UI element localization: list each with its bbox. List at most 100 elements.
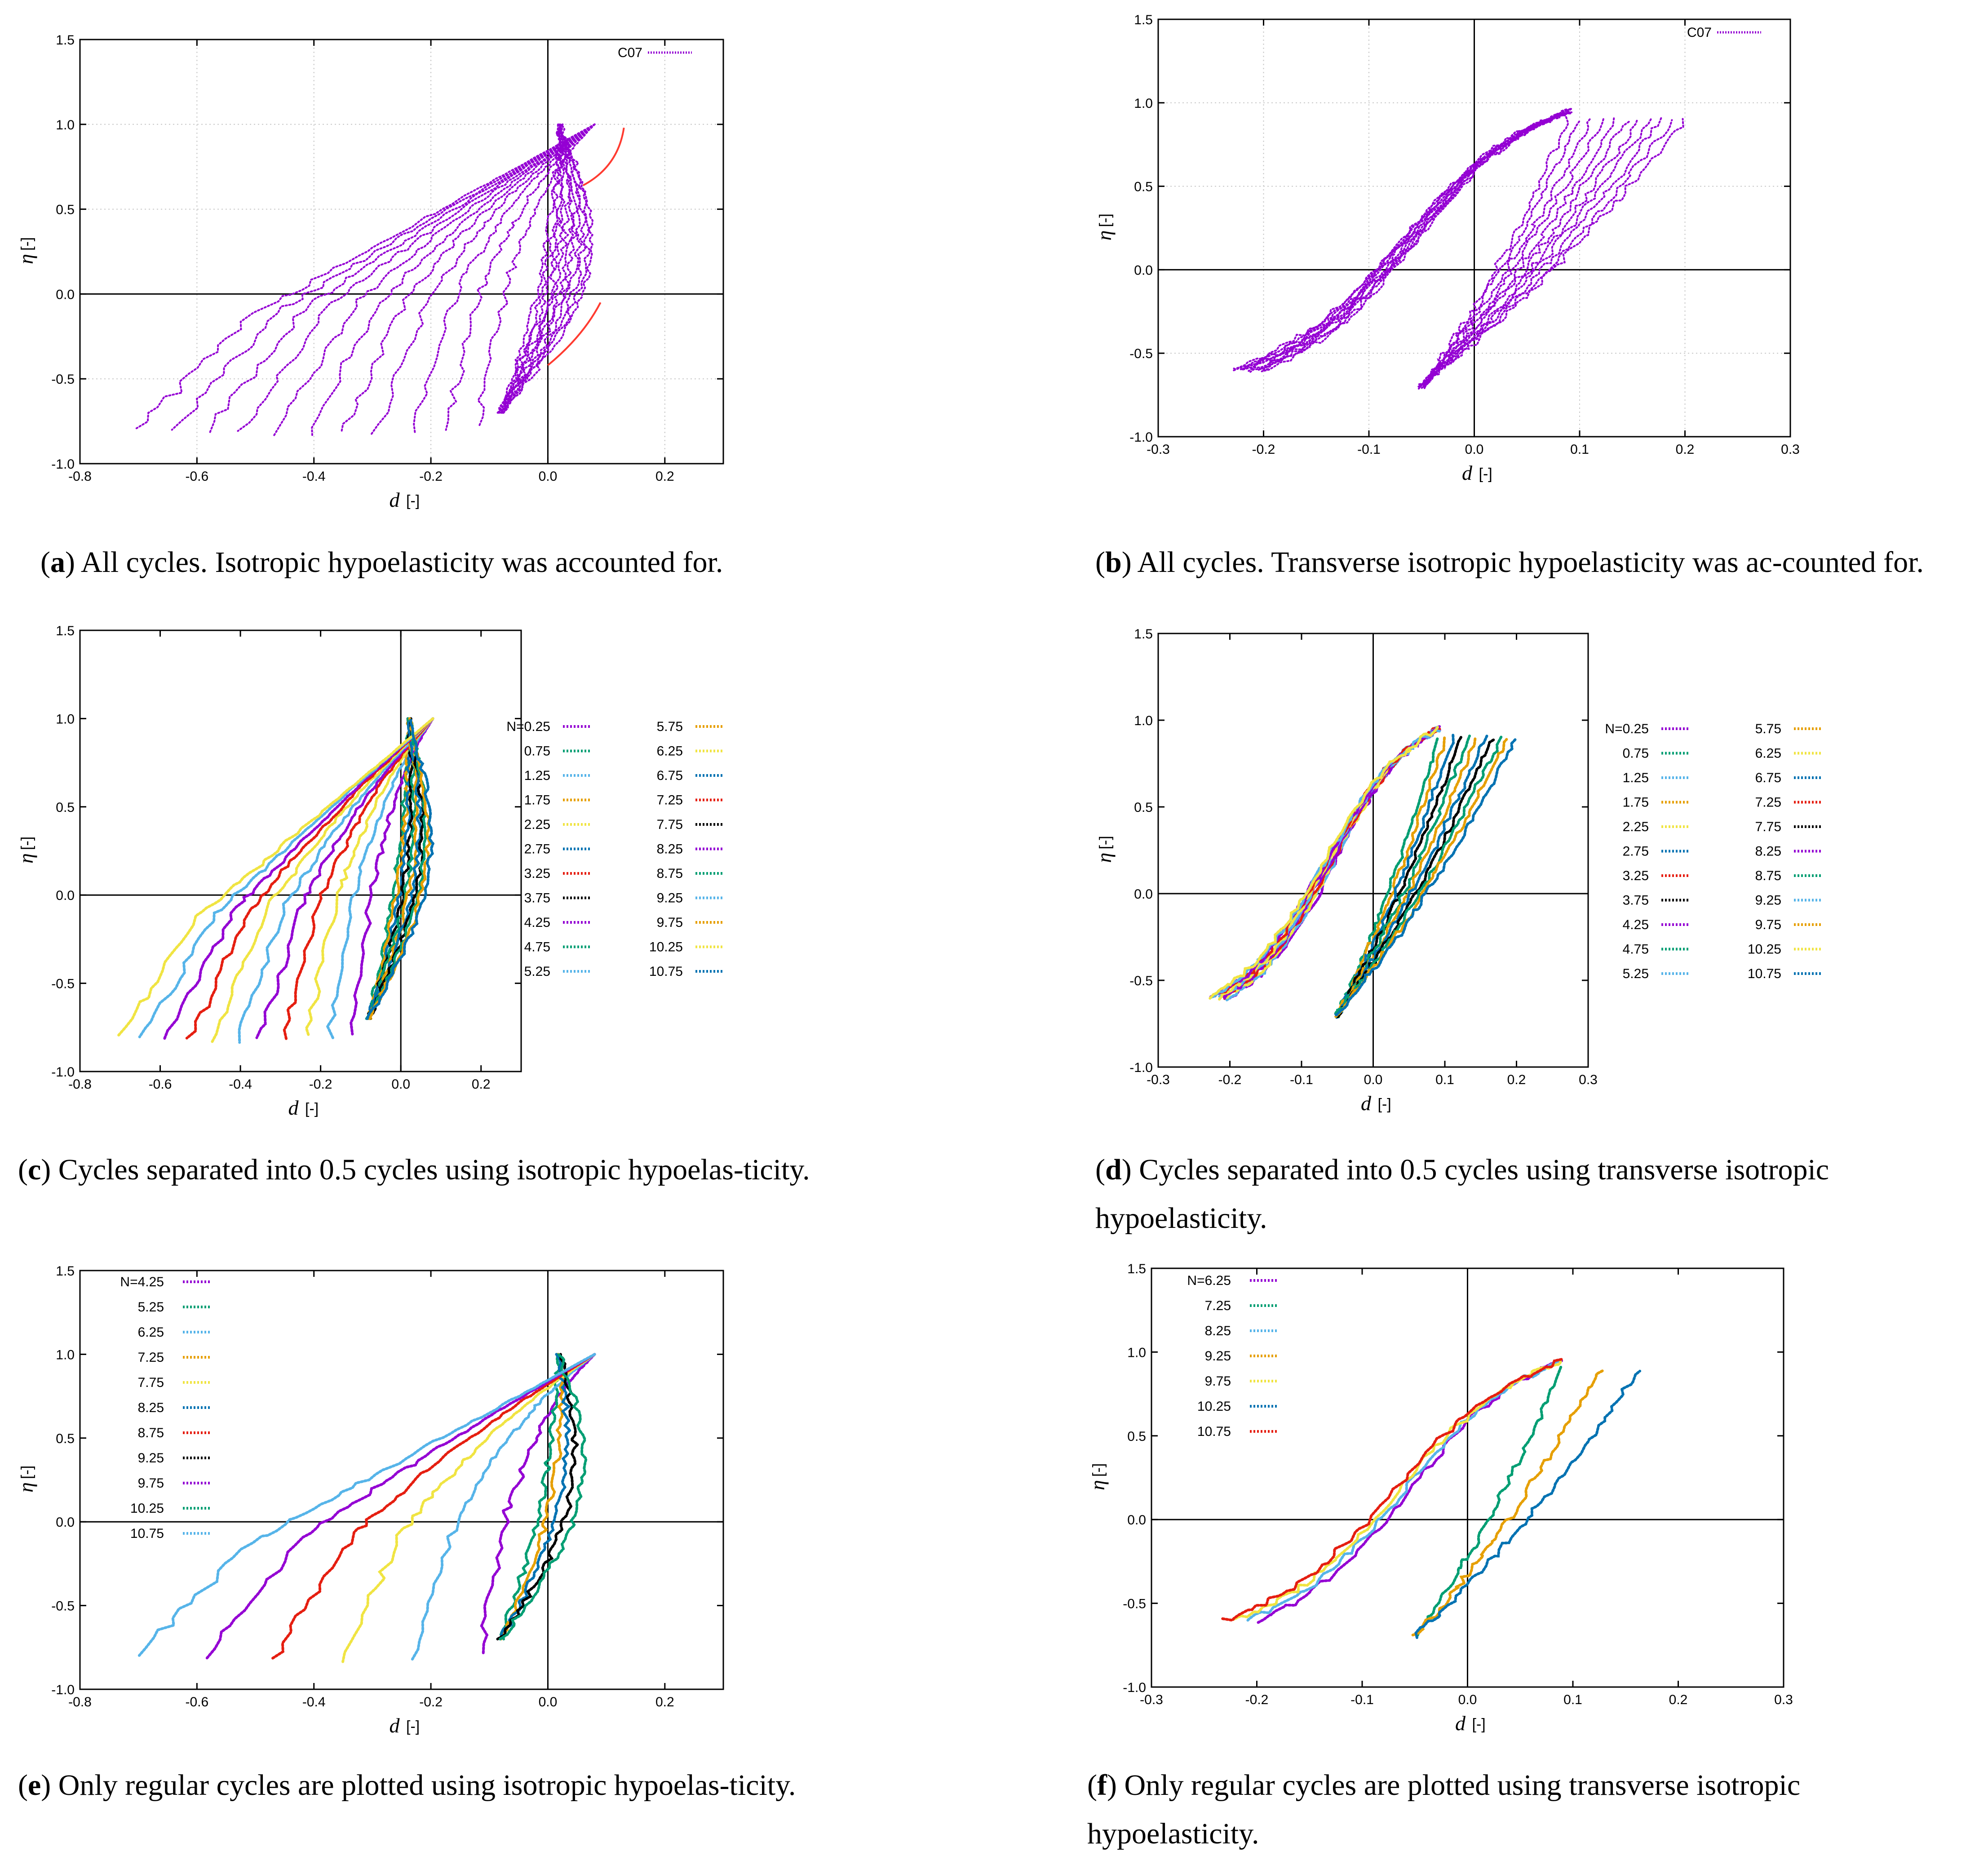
legend-label: C07 — [1687, 25, 1712, 40]
y-axis-unit: [-] — [18, 237, 35, 251]
x-tick-label: -0.2 — [1252, 442, 1275, 457]
y-axis-label: η — [1093, 230, 1116, 241]
legend-label: 6.25 — [138, 1325, 164, 1340]
series-branch — [500, 123, 562, 414]
caption-c: (c) Cycles separated into 0.5 cycles usi… — [18, 1153, 810, 1186]
chart-b: -0.3 -0.2 -0.1 0.0 0.1 0.2 0.3 -1.0 -0.5 0.0 0.5 1.… — [1093, 13, 1800, 484]
series-5.25 — [238, 717, 434, 1044]
legend-label: 10.75 — [1197, 1424, 1231, 1439]
caption-e: (e) Only regular cycles are plotted usin… — [18, 1769, 796, 1802]
x-tick-label: -0.6 — [186, 1695, 209, 1710]
x-axis-unit: [-] — [1479, 465, 1492, 483]
legend-label: 10.75 — [130, 1526, 164, 1541]
legend-label: 9.25 — [138, 1451, 164, 1466]
y-axis-unit: [-] — [1097, 836, 1114, 849]
y-axis-unit: [-] — [1090, 1463, 1107, 1477]
legend-label: 5.25 — [1623, 966, 1649, 981]
y-tick-label: 0.0 — [1134, 887, 1153, 902]
x-tick-label: 0.2 — [472, 1077, 491, 1092]
series-branch — [500, 123, 591, 414]
legend-label: 1.75 — [524, 793, 550, 808]
x-tick-label: 0.1 — [1435, 1072, 1454, 1087]
series-4.25 — [255, 717, 434, 1039]
y-tick-label: 0.0 — [56, 1515, 75, 1530]
y-tick-label: -1.0 — [1129, 430, 1153, 445]
y-tick-label: -0.5 — [51, 1599, 75, 1614]
legend-label: 8.75 — [1755, 868, 1781, 883]
legend-label: 2.75 — [524, 842, 550, 857]
series-8.25 — [499, 1353, 572, 1641]
caption-a: (a) All cycles. Isotropic hypoelasticity… — [40, 546, 723, 579]
x-tick-label: -0.4 — [229, 1077, 252, 1092]
x-axis-label: d — [1361, 1092, 1372, 1115]
x-tick-label: -0.8 — [68, 1077, 92, 1092]
legend-label: 9.25 — [1205, 1349, 1231, 1364]
series-3.75 — [1334, 735, 1463, 1015]
legend-label: 2.25 — [524, 817, 550, 832]
series-branch — [1238, 112, 1572, 371]
x-axis-unit: [-] — [1378, 1096, 1391, 1113]
y-tick-label: 0.5 — [1134, 800, 1153, 815]
x-tick-label: -0.3 — [1147, 1072, 1170, 1087]
legend-label: 10.25 — [130, 1501, 164, 1516]
legend-label: 8.75 — [657, 866, 683, 881]
series-branch — [1419, 116, 1569, 386]
series-branch — [1424, 118, 1684, 388]
x-axis-label: d — [1462, 461, 1473, 484]
y-tick-label: -1.0 — [51, 1683, 75, 1697]
y-tick-label: 1.5 — [56, 624, 75, 638]
caption-b: (b) All cycles. Transverse isotropic hyp… — [1095, 546, 1924, 579]
legend-label: 2.75 — [1623, 844, 1649, 859]
legend-label: N=0.25 — [1605, 722, 1649, 736]
caption-f: (f) Only regular cycles are plotted usin… — [1087, 1769, 1801, 1850]
series-branch — [1253, 111, 1573, 371]
x-tick-label: 0.3 — [1579, 1072, 1598, 1087]
legend-label: 8.75 — [138, 1426, 164, 1440]
legend-label: 5.75 — [657, 719, 683, 734]
x-axis-label: d — [390, 1714, 400, 1737]
legend-label: C07 — [618, 45, 642, 60]
caption-d: (d) Cycles separated into 0.5 cycles usi… — [1095, 1153, 1829, 1235]
x-tick-label: 0.2 — [1669, 1692, 1688, 1707]
y-axis-unit: [-] — [18, 837, 35, 850]
y-tick-label: -0.5 — [1129, 974, 1153, 988]
legend-label: 9.75 — [1755, 917, 1781, 932]
y-tick-label: -0.5 — [51, 977, 75, 992]
legend-label: 4.75 — [1623, 942, 1649, 957]
legend-label: 7.25 — [657, 793, 683, 808]
y-tick-label: 0.5 — [1127, 1429, 1146, 1444]
x-tick-label: 0.2 — [1507, 1072, 1526, 1087]
y-axis-unit: [-] — [18, 1466, 35, 1479]
x-axis-unit: [-] — [305, 1100, 319, 1117]
legend-label: 3.25 — [524, 866, 550, 881]
legend-label: 7.75 — [657, 817, 683, 832]
y-tick-label: 1.0 — [1134, 96, 1153, 111]
y-tick-label: 1.0 — [56, 712, 75, 726]
x-tick-label: 0.2 — [655, 1695, 674, 1710]
legend-label: 9.75 — [1205, 1374, 1231, 1389]
x-tick-label: -0.4 — [302, 469, 326, 484]
legend-label: 7.75 — [138, 1375, 164, 1390]
series-branch — [503, 123, 579, 414]
x-tick-label: -0.3 — [1147, 442, 1170, 457]
series-branch — [135, 123, 596, 430]
series-branch — [1418, 118, 1652, 385]
series-N=6.25 — [1257, 1359, 1563, 1624]
x-axis-label: d — [288, 1096, 299, 1119]
legend-label: 4.75 — [524, 940, 550, 955]
legend-label: 5.25 — [138, 1300, 164, 1315]
series-branch — [370, 123, 596, 436]
series-10.75 — [366, 717, 435, 1020]
y-tick-label: 0.0 — [56, 287, 75, 302]
y-tick-label: 1.5 — [56, 33, 75, 48]
series-N=4.25 — [480, 1353, 596, 1655]
y-tick-label: 0.0 — [1134, 263, 1153, 278]
legend-label: 5.75 — [1755, 722, 1781, 736]
series-8.75 — [365, 717, 428, 1020]
series-branch — [1249, 108, 1572, 373]
y-tick-label: -0.5 — [51, 372, 75, 387]
legend-label: 5.25 — [524, 964, 550, 979]
x-tick-label: 0.0 — [1465, 442, 1484, 457]
legend-label: 4.25 — [1623, 917, 1649, 932]
